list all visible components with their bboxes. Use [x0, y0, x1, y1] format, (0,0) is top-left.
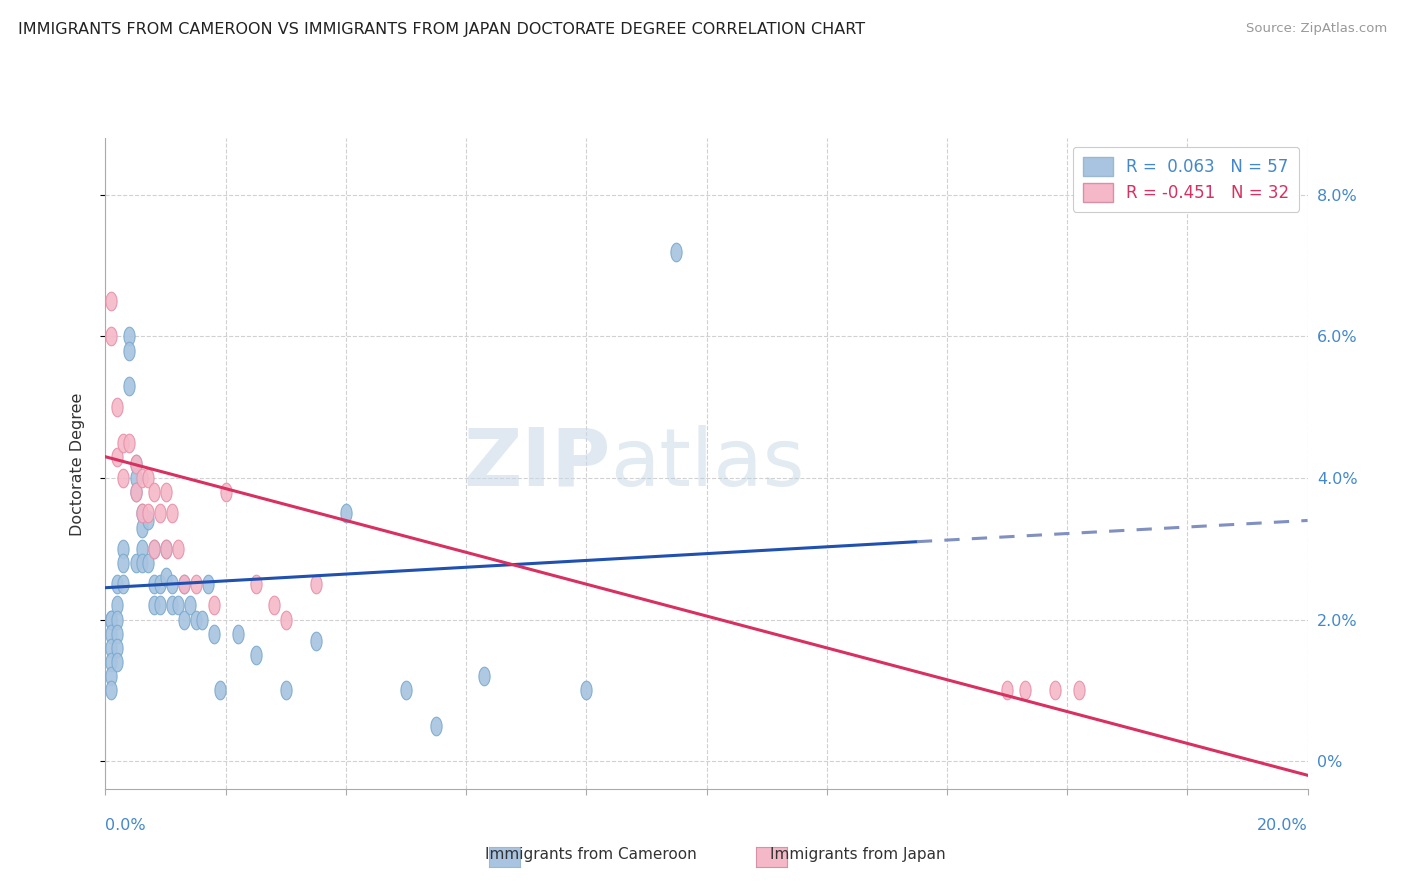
Point [208, 683, 231, 698]
Point [100, 613, 122, 627]
Point [107, 640, 129, 655]
Point [148, 507, 170, 521]
Point [995, 683, 1018, 698]
Point [100, 669, 122, 683]
Point [124, 457, 146, 471]
Y-axis label: Doctorate Degree: Doctorate Degree [70, 392, 84, 535]
Text: Immigrants from Japan: Immigrants from Japan [770, 847, 945, 862]
Point [160, 599, 183, 613]
Point [142, 599, 165, 613]
Point [136, 507, 159, 521]
Point [155, 570, 177, 584]
Point [166, 541, 188, 556]
Text: Immigrants from Cameroon: Immigrants from Cameroon [485, 847, 696, 862]
Point [107, 577, 129, 591]
Legend: R =  0.063   N = 57, R = -0.451   N = 32: R = 0.063 N = 57, R = -0.451 N = 32 [1073, 146, 1299, 211]
Point [184, 613, 207, 627]
Point [107, 655, 129, 669]
Point [136, 513, 159, 527]
Text: 0.0%: 0.0% [105, 818, 146, 832]
Point [155, 541, 177, 556]
Point [155, 541, 177, 556]
Point [136, 471, 159, 485]
Point [274, 613, 297, 627]
Point [472, 669, 495, 683]
Point [131, 556, 153, 570]
Point [131, 541, 153, 556]
Point [173, 613, 195, 627]
Point [100, 683, 122, 698]
Point [395, 683, 418, 698]
Text: ZIP: ZIP [463, 425, 610, 503]
Point [665, 244, 688, 259]
Point [136, 556, 159, 570]
Text: Source: ZipAtlas.com: Source: ZipAtlas.com [1247, 22, 1388, 36]
Point [305, 633, 328, 648]
Point [197, 577, 219, 591]
Point [166, 599, 188, 613]
Point [112, 556, 135, 570]
Point [160, 507, 183, 521]
Point [1043, 683, 1066, 698]
Point [173, 577, 195, 591]
Point [107, 613, 129, 627]
Point [107, 626, 129, 640]
Point [245, 648, 267, 662]
Point [112, 435, 135, 450]
Point [142, 541, 165, 556]
Point [124, 457, 146, 471]
Point [245, 577, 267, 591]
Point [118, 329, 141, 343]
Point [575, 683, 598, 698]
Point [1069, 683, 1091, 698]
Point [124, 485, 146, 500]
Point [112, 541, 135, 556]
Point [100, 329, 122, 343]
Point [179, 599, 201, 613]
Point [131, 520, 153, 534]
Point [124, 485, 146, 500]
Point [100, 293, 122, 308]
Point [112, 577, 135, 591]
Point [124, 556, 146, 570]
Point [202, 626, 225, 640]
Point [131, 471, 153, 485]
Point [148, 599, 170, 613]
Point [190, 613, 212, 627]
Point [100, 613, 122, 627]
Point [118, 435, 141, 450]
Point [118, 379, 141, 393]
Point [131, 507, 153, 521]
Point [131, 507, 153, 521]
Point [184, 577, 207, 591]
Point [202, 599, 225, 613]
Point [160, 577, 183, 591]
Text: 20.0%: 20.0% [1257, 818, 1308, 832]
Point [142, 485, 165, 500]
Text: IMMIGRANTS FROM CAMEROON VS IMMIGRANTS FROM JAPAN DOCTORATE DEGREE CORRELATION C: IMMIGRANTS FROM CAMEROON VS IMMIGRANTS F… [18, 22, 866, 37]
Point [107, 599, 129, 613]
Point [263, 599, 285, 613]
Point [214, 485, 236, 500]
Point [142, 577, 165, 591]
Point [100, 655, 122, 669]
Point [305, 577, 328, 591]
Point [118, 343, 141, 358]
Point [226, 626, 249, 640]
Point [142, 541, 165, 556]
Point [274, 683, 297, 698]
Point [124, 471, 146, 485]
Point [112, 471, 135, 485]
Point [107, 401, 129, 415]
Point [100, 626, 122, 640]
Point [155, 485, 177, 500]
Point [1014, 683, 1036, 698]
Point [425, 719, 447, 733]
Point [148, 577, 170, 591]
Point [100, 640, 122, 655]
Text: atlas: atlas [610, 425, 804, 503]
Point [107, 450, 129, 464]
Point [173, 577, 195, 591]
Point [335, 507, 357, 521]
